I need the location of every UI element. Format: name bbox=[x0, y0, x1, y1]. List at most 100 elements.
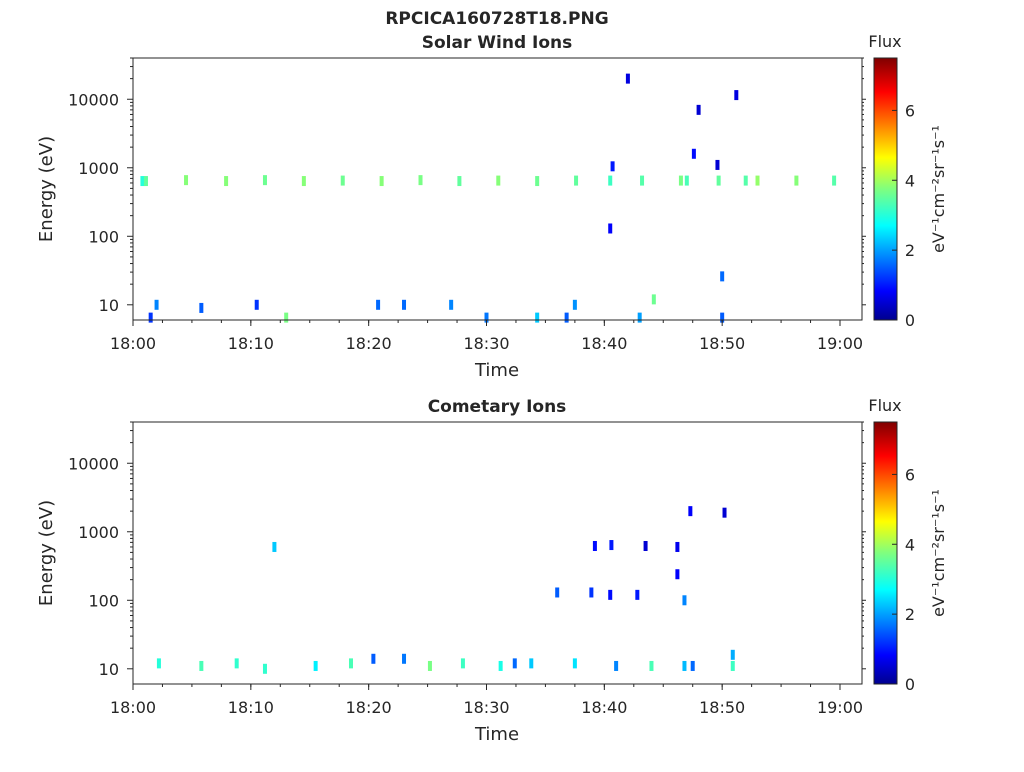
panel-1-title: Solar Wind Ions bbox=[422, 33, 573, 53]
heatmap-cell bbox=[690, 660, 695, 671]
heatmap-cell bbox=[449, 299, 454, 310]
x-tick-label: 18:20 bbox=[346, 334, 392, 353]
heatmap-cell bbox=[688, 506, 693, 517]
heatmap-cell bbox=[614, 660, 619, 671]
x-tick-label: 18:10 bbox=[228, 334, 274, 353]
heatmap-cell bbox=[608, 223, 613, 234]
heatmap-cell bbox=[148, 312, 153, 323]
heatmap-cell bbox=[574, 175, 579, 186]
x-tick-label: 18:30 bbox=[463, 334, 509, 353]
x-tick-label: 19:00 bbox=[817, 334, 863, 353]
heatmap-cell bbox=[340, 175, 345, 186]
heatmap-cell bbox=[154, 299, 159, 310]
panel-1-colorbar: 0 2 4 6 bbox=[873, 57, 915, 330]
heatmap-cell bbox=[254, 299, 259, 310]
colorbar-tick-label: 2 bbox=[905, 241, 915, 260]
heatmap-cell bbox=[589, 587, 594, 598]
heatmap-cell bbox=[610, 161, 615, 172]
x-tick-label: 18:50 bbox=[699, 698, 745, 717]
heatmap-cell bbox=[716, 175, 721, 186]
heatmap-cell bbox=[402, 653, 407, 664]
heatmap-cell bbox=[199, 660, 204, 671]
heatmap-cell bbox=[643, 540, 648, 551]
plot-frame bbox=[132, 57, 863, 321]
heatmap-cell bbox=[720, 312, 725, 323]
heatmap-cell bbox=[755, 175, 760, 186]
panel-1-colorbar-label: Flux bbox=[868, 32, 901, 51]
colorbar-gradient bbox=[873, 57, 898, 321]
y-tick-label: 10 bbox=[99, 296, 119, 315]
y-tick-label: 100 bbox=[88, 591, 119, 610]
heatmap-cell bbox=[460, 658, 465, 669]
heatmap-cell bbox=[572, 299, 577, 310]
x-tick-label: 18:40 bbox=[581, 698, 627, 717]
heatmap-cell bbox=[199, 302, 204, 313]
heatmap-cell bbox=[457, 176, 462, 187]
panel-1-ylabel: Energy (eV) bbox=[36, 136, 57, 242]
heatmap-cell bbox=[313, 660, 318, 671]
heatmap-cell bbox=[592, 540, 597, 551]
heatmap-cell bbox=[649, 660, 654, 671]
heatmap-cell bbox=[730, 660, 735, 671]
panel-solar-wind: Solar Wind Ions 18:00 18:10 18:20 18:30 18:4… bbox=[36, 32, 948, 381]
panel-2-colorbar-label: Flux bbox=[868, 396, 901, 415]
heatmap-cell bbox=[156, 658, 161, 669]
heatmap-cell bbox=[427, 660, 432, 671]
x-tick-label: 18:00 bbox=[110, 698, 156, 717]
heatmap-cell bbox=[722, 507, 727, 518]
panel-1-xlabel: Time bbox=[474, 360, 519, 381]
heatmap-cell bbox=[498, 660, 503, 671]
panel-cometary: Cometary Ions 18:00 18:10 18:20 18:30 18:40 1… bbox=[36, 396, 948, 745]
panel-2-ylabel: Energy (eV) bbox=[36, 500, 57, 606]
heatmap-cell bbox=[696, 104, 701, 115]
heatmap-cell bbox=[348, 658, 353, 669]
heatmap-cell bbox=[682, 660, 687, 671]
y-tick-label: 10 bbox=[99, 660, 119, 679]
panel-2-title: Cometary Ions bbox=[428, 397, 567, 417]
panel-2-xlabel: Time bbox=[474, 724, 519, 745]
heatmap-cell bbox=[512, 658, 517, 669]
panel-1-axes: 18:00 18:10 18:20 18:30 18:40 18:50 19:00 10 100… bbox=[68, 57, 866, 353]
heatmap-cell bbox=[734, 90, 739, 101]
x-tick-label: 18:10 bbox=[228, 698, 274, 717]
heatmap-cell bbox=[715, 159, 720, 170]
heatmap-cell bbox=[496, 175, 501, 186]
x-tick-label: 18:50 bbox=[699, 334, 745, 353]
heatmap-cell bbox=[572, 658, 577, 669]
heatmap-cell bbox=[832, 175, 837, 186]
heatmap-cell bbox=[684, 175, 689, 186]
panel-2-colorbar-units: eV⁻¹cm⁻²sr⁻¹s⁻¹ bbox=[929, 489, 948, 617]
heatmap-cell bbox=[637, 312, 642, 323]
y-tick-label: 100 bbox=[88, 227, 119, 246]
y-tick-label: 1000 bbox=[78, 523, 119, 542]
heatmap-cell bbox=[640, 175, 645, 186]
y-tick-label: 1000 bbox=[78, 159, 119, 178]
heatmap-cell bbox=[484, 312, 489, 323]
x-tick-label: 18:40 bbox=[581, 334, 627, 353]
heatmap-cell bbox=[678, 175, 683, 186]
colorbar-tick-label: 0 bbox=[905, 311, 915, 330]
heatmap-cell bbox=[379, 176, 384, 187]
heatmap-cell bbox=[301, 176, 306, 187]
heatmap-cell bbox=[691, 148, 696, 159]
x-tick-label: 18:20 bbox=[346, 698, 392, 717]
panel-2-colorbar: 0 2 4 6 bbox=[873, 421, 915, 694]
heatmap-cell bbox=[224, 176, 229, 187]
x-tick-label: 18:00 bbox=[110, 334, 156, 353]
heatmap-cell bbox=[730, 649, 735, 660]
colorbar-tick-label: 0 bbox=[905, 675, 915, 694]
figure-title: RPCICA160728T18.PNG bbox=[385, 9, 608, 29]
colorbar-gradient bbox=[873, 421, 898, 685]
panel-1-colorbar-units: eV⁻¹cm⁻²sr⁻¹s⁻¹ bbox=[929, 125, 948, 253]
y-tick-label: 10000 bbox=[68, 90, 119, 109]
panel-1-heatmap-cells bbox=[140, 73, 837, 323]
x-tick-label: 18:30 bbox=[463, 698, 509, 717]
heatmap-cell bbox=[184, 175, 189, 186]
heatmap-cell bbox=[143, 176, 148, 187]
heatmap-cell bbox=[529, 658, 534, 669]
heatmap-cell bbox=[284, 312, 289, 323]
heatmap-cell bbox=[262, 175, 267, 186]
panel-2-heatmap-cells bbox=[156, 506, 735, 674]
colorbar-tick-label: 4 bbox=[905, 535, 915, 554]
